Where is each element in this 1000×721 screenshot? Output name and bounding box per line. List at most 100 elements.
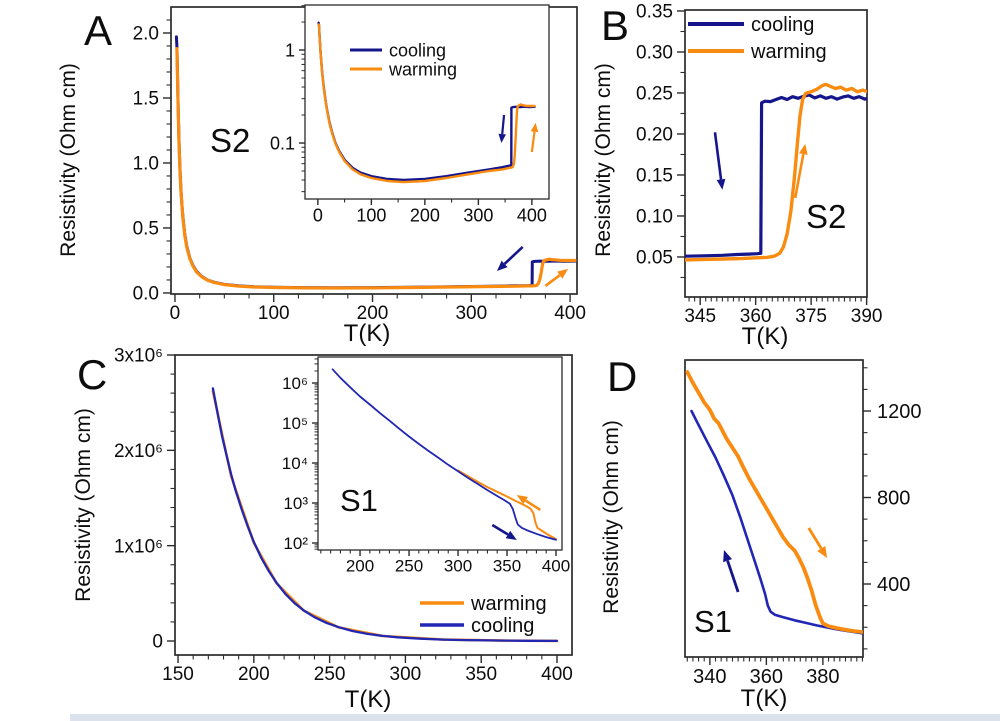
y-tick-label: 400 (877, 574, 910, 596)
direction-arrow-shaft (501, 114, 506, 135)
x-tick-label: 350 (465, 664, 497, 685)
direction-arrow-head (530, 122, 539, 133)
plot-frame (684, 359, 864, 658)
direction-arrow-head (799, 143, 808, 155)
y-tick-label: 2x10⁶ (114, 441, 163, 462)
sample-label: S1 (340, 483, 378, 518)
curve-cooling (331, 368, 557, 541)
curves (211, 387, 559, 643)
y-tick-label: 3x10⁶ (114, 346, 163, 367)
legend: cooling warming (688, 14, 827, 63)
legend-label-cooling: cooling (389, 40, 446, 60)
direction-arrow-head (496, 260, 508, 271)
y-tick-label: 0.25 (636, 84, 673, 105)
legend-label-warming: warming (750, 41, 827, 63)
x-tick-label: 375 (795, 306, 827, 327)
panel-C: 150 200 250 300 350 400 0 1x10⁶ 2x10⁶ 3x10⁶ T(K) Re… (72, 346, 573, 713)
y-tick-label: 1x10⁶ (114, 536, 163, 557)
x-tick-label: 400 (517, 205, 547, 225)
x-tick-label: 380 (806, 666, 839, 688)
direction-arrow-head (498, 133, 506, 144)
y-tick-label: 10² (283, 534, 308, 553)
y-tick-label: 0.15 (636, 166, 673, 187)
panel-C-inset: 200 250 300 350 400 10² 10³ 10⁴ 10⁵ 10⁶ S1 (282, 356, 570, 576)
x-tick-label: 100 (356, 205, 386, 225)
panel-D: 340 360 380 400 800 1200 T(K) Resistivity (Ohm … (600, 353, 922, 712)
plot-frame (304, 4, 550, 200)
y-tick-label: 10³ (283, 494, 308, 513)
x-tick-label: 400 (554, 303, 586, 324)
y-tick-label: 0.20 (636, 125, 673, 146)
x-tick-label: 360 (740, 306, 772, 327)
curve-warming (457, 469, 557, 541)
y-tick-label: 0 (152, 632, 163, 653)
sample-label: S2 (806, 198, 846, 235)
legend-label-warming: warming (470, 593, 547, 615)
x-tick-label: 0 (313, 205, 323, 225)
panel-B: 345 360 375 390 0.05 0.10 0.15 0.20 0.25 0.30 0.35… (592, 2, 882, 350)
direction-arrow-head (723, 550, 733, 563)
curves (317, 21, 536, 184)
y-tick-label: 2.0 (133, 24, 159, 45)
direction-arrow-head (505, 530, 517, 540)
legend-label-cooling: cooling (751, 14, 814, 36)
direction-arrow-shaft (530, 131, 536, 153)
y-tick-label: 0.0 (133, 284, 159, 305)
x-tick-label: 200 (346, 557, 374, 576)
direction-arrow-head (557, 268, 569, 279)
bottom-strip (70, 714, 1000, 721)
x-tick-label: 300 (463, 205, 493, 225)
x-tick-label: 100 (258, 303, 290, 324)
curves (685, 370, 863, 635)
x-axis-title: T(K) (742, 323, 789, 350)
x-tick-label: 390 (851, 306, 883, 327)
panel-letter: D (607, 353, 637, 400)
y-tick-label: 10⁵ (282, 414, 308, 433)
direction-arrow-shaft (524, 499, 542, 512)
legend-label-cooling: cooling (471, 615, 534, 637)
direction-arrow-shaft (503, 245, 524, 265)
x-tick-label: 150 (162, 664, 194, 685)
y-tick-label: 0.10 (636, 207, 673, 228)
x-tick-label: 300 (455, 303, 487, 324)
x-tick-label: 300 (390, 664, 422, 685)
direction-arrow-shaft (491, 523, 509, 536)
direction-arrow-shaft (793, 153, 805, 199)
x-tick-label: 400 (542, 557, 570, 576)
curve-cooling (690, 409, 863, 635)
y-tick-label: 1 (285, 40, 295, 60)
direction-arrow-shaft (807, 527, 823, 550)
x-tick-label: 350 (493, 557, 521, 576)
direction-arrow-head (817, 546, 828, 559)
y-tick-label: 0.30 (636, 43, 673, 64)
x-tick-label: 0 (170, 303, 181, 324)
x-axis-title: T(K) (741, 685, 788, 712)
curves (685, 82, 867, 262)
y-axis-title: Resistivity (Ohm cm) (57, 63, 80, 257)
y-tick-label: 0.1 (270, 133, 295, 153)
plot-frame (684, 9, 868, 298)
x-axis-title: T(K) (345, 686, 392, 713)
x-tick-label: 200 (410, 205, 440, 225)
curves (174, 35, 577, 290)
sample-label: S2 (210, 122, 250, 159)
x-tick-label: 360 (750, 666, 783, 688)
sample-label: S1 (694, 604, 732, 639)
y-axis-title: Resistivity (Ohm cm) (600, 420, 623, 614)
direction-arrow-shaft (726, 560, 740, 593)
y-tick-label: 0.05 (636, 248, 673, 269)
y-axis-title: Resistivity (Ohm cm) (72, 408, 95, 602)
y-tick-label: 1200 (877, 401, 922, 423)
direction-arrow-head (716, 178, 726, 190)
x-tick-label: 345 (684, 306, 716, 327)
x-tick-label: 250 (395, 557, 423, 576)
y-tick-label: 10⁴ (282, 454, 308, 473)
plot-frame (317, 356, 563, 551)
x-axis-title: T(K) (344, 320, 391, 347)
x-tick-label: 250 (314, 664, 346, 685)
